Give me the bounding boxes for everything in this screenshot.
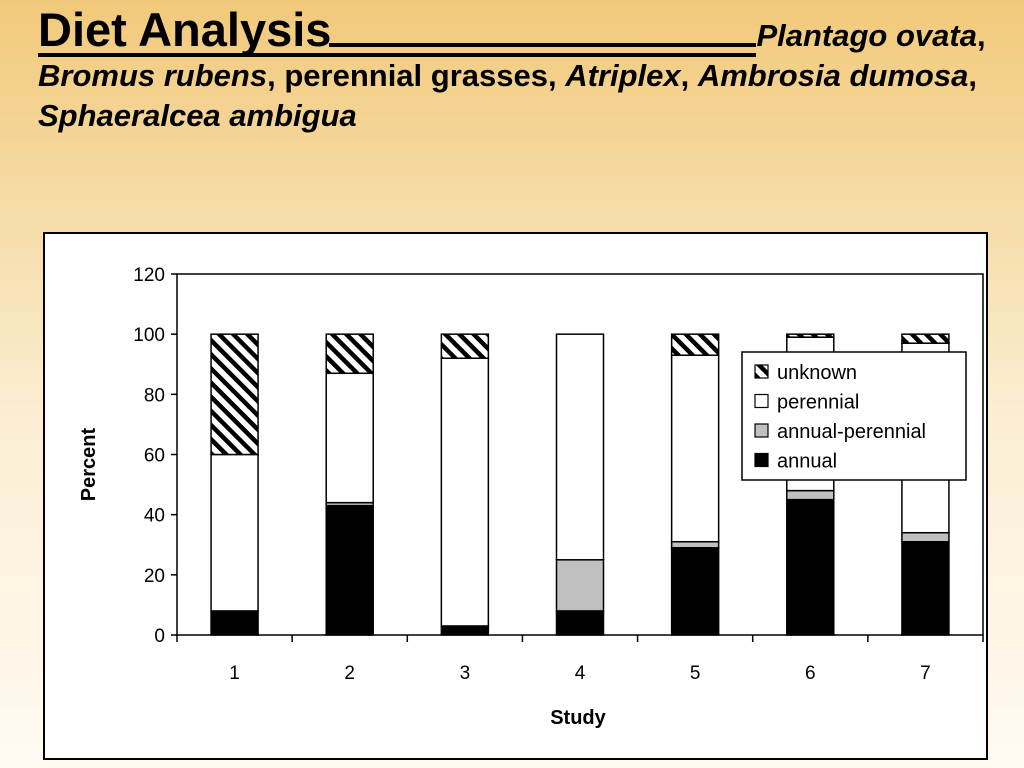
title-species-name: Atriplex — [565, 58, 680, 93]
x-tick-label: 3 — [460, 663, 471, 684]
y-tick-label: 60 — [144, 446, 165, 467]
y-tick-label: 100 — [133, 325, 165, 346]
bar-unknown-study-7 — [902, 334, 949, 343]
bar-annual_perennial-study-6 — [787, 491, 834, 500]
bar-perennial-study-1 — [211, 455, 258, 611]
bar-perennial-study-2 — [326, 373, 373, 502]
y-tick-label: 120 — [133, 265, 165, 286]
bar-perennial-study-5 — [672, 355, 719, 542]
x-tick-label: 1 — [229, 663, 240, 684]
y-axis-label: Percent — [78, 427, 100, 501]
title-separator: , — [681, 58, 698, 93]
slide-title: Diet Analysis Plantago ovata, Bromus rube… — [38, 10, 998, 136]
y-tick-label: 40 — [144, 506, 165, 527]
y-tick-label: 20 — [144, 566, 165, 587]
bar-annual_perennial-study-4 — [557, 560, 604, 611]
y-tick-label: 0 — [154, 626, 165, 647]
bar-annual-study-6 — [787, 500, 834, 635]
legend-label-annual: annual — [777, 451, 837, 473]
legend-swatch-annual_perennial — [755, 424, 768, 437]
x-tick-label: 5 — [690, 663, 701, 684]
x-axis-label: Study — [550, 707, 606, 729]
title-underline — [329, 43, 756, 47]
bar-annual-study-4 — [557, 611, 604, 635]
bar-unknown-study-2 — [326, 334, 373, 373]
x-tick-label: 2 — [344, 663, 355, 684]
bar-unknown-study-3 — [441, 334, 488, 358]
title-separator: , — [968, 58, 977, 93]
title-species-name: Sphaeralcea ambigua — [38, 98, 357, 133]
title-species-name: Ambrosia dumosa — [698, 58, 968, 93]
x-tick-label: 4 — [575, 663, 586, 684]
legend-label-unknown: unknown — [777, 362, 857, 384]
legend-label-annual_perennial: annual-perennial — [777, 421, 926, 443]
bar-unknown-study-1 — [211, 334, 258, 454]
legend-swatch-annual — [755, 454, 768, 467]
title-heading: Diet Analysis — [38, 18, 756, 57]
bar-annual_perennial-study-5 — [672, 542, 719, 548]
bar-perennial-study-4 — [557, 334, 604, 560]
legend-swatch-unknown — [755, 365, 768, 378]
y-tick-label: 80 — [144, 385, 165, 406]
title-separator: , perennial grasses, — [267, 58, 565, 93]
title-species-name: Bromus rubens — [38, 58, 267, 93]
bar-annual-study-1 — [211, 611, 258, 635]
bar-annual-study-2 — [326, 506, 373, 635]
diet-chart: 0 20 40 60 80 100 120 1 2 3 4 5 6 7 Study Percent unknow… — [45, 234, 986, 758]
legend-label-perennial: perennial — [777, 392, 859, 414]
title-species-name: Plantago ovata — [756, 18, 977, 53]
title-separator: , — [977, 18, 986, 53]
legend-swatch-perennial — [755, 395, 768, 408]
chart-frame: 0 20 40 60 80 100 120 1 2 3 4 5 6 7 Study Percent unknow… — [43, 232, 988, 760]
bar-unknown-study-6 — [787, 334, 834, 337]
bar-unknown-study-5 — [672, 334, 719, 355]
x-tick-label: 6 — [805, 663, 816, 684]
bar-annual-study-7 — [902, 542, 949, 635]
bar-annual-study-3 — [441, 626, 488, 635]
bar-perennial-study-3 — [441, 358, 488, 626]
bar-annual_perennial-study-7 — [902, 533, 949, 542]
x-tick-label: 7 — [920, 663, 931, 684]
bar-annual-study-5 — [672, 548, 719, 635]
